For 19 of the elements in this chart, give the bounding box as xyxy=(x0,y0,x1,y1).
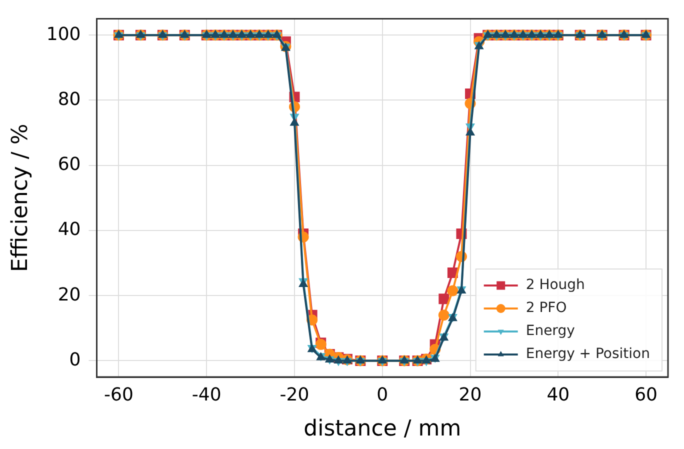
y-tick-label: 0 xyxy=(69,349,81,370)
y-tick-label: 80 xyxy=(58,88,81,110)
x-tick-label: 20 xyxy=(458,384,482,406)
x-tick-label: -40 xyxy=(192,384,222,406)
y-tick-label: 40 xyxy=(58,219,81,240)
legend-label: Energy xyxy=(526,323,575,340)
y-tick-label: 100 xyxy=(46,24,81,45)
x-axis-title: distance / mm xyxy=(304,416,462,442)
x-tick-label: -60 xyxy=(104,384,134,406)
legend-label: 2 Hough xyxy=(526,277,585,294)
y-tick-label: 60 xyxy=(58,154,81,176)
y-tick-label: 20 xyxy=(58,284,81,306)
x-tick-label: 0 xyxy=(376,384,388,406)
legend-label: Energy + Position xyxy=(526,346,650,362)
y-axis-title: Efficiency / % xyxy=(8,124,33,272)
legend-label: 2 PFO xyxy=(526,300,567,316)
x-tick-label: 40 xyxy=(546,384,570,406)
x-tick-label: 60 xyxy=(634,384,658,406)
x-tick-label: -20 xyxy=(280,384,310,406)
